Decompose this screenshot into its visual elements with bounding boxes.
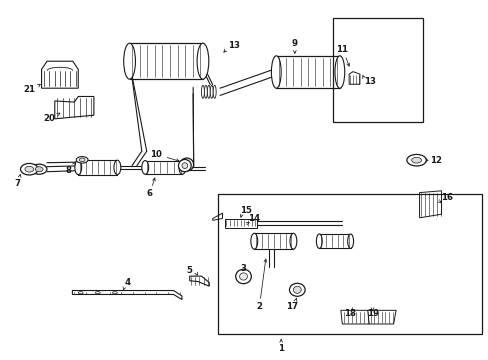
Text: 17: 17 bbox=[286, 302, 298, 311]
Ellipse shape bbox=[334, 56, 344, 88]
Text: 13: 13 bbox=[363, 77, 375, 85]
Text: 19: 19 bbox=[366, 309, 378, 318]
Text: 18: 18 bbox=[343, 309, 355, 318]
Polygon shape bbox=[41, 61, 78, 88]
Ellipse shape bbox=[239, 273, 247, 280]
Ellipse shape bbox=[201, 85, 204, 98]
Ellipse shape bbox=[180, 158, 193, 171]
Text: 11: 11 bbox=[336, 45, 347, 54]
Polygon shape bbox=[212, 213, 222, 220]
Polygon shape bbox=[367, 310, 395, 324]
Polygon shape bbox=[55, 96, 94, 119]
Ellipse shape bbox=[204, 85, 207, 98]
Ellipse shape bbox=[178, 159, 191, 172]
Ellipse shape bbox=[289, 233, 296, 249]
Text: 1: 1 bbox=[278, 344, 284, 353]
Polygon shape bbox=[189, 276, 209, 286]
FancyBboxPatch shape bbox=[319, 234, 350, 248]
Ellipse shape bbox=[289, 283, 305, 296]
Ellipse shape bbox=[112, 292, 117, 294]
FancyBboxPatch shape bbox=[78, 160, 117, 175]
Text: 15: 15 bbox=[239, 206, 251, 215]
Ellipse shape bbox=[79, 158, 85, 162]
Text: 6: 6 bbox=[146, 189, 152, 198]
Text: 12: 12 bbox=[429, 156, 441, 165]
Ellipse shape bbox=[316, 234, 322, 248]
Ellipse shape bbox=[182, 163, 187, 168]
Ellipse shape bbox=[183, 161, 190, 168]
Ellipse shape bbox=[78, 292, 83, 294]
Text: 14: 14 bbox=[248, 214, 260, 223]
Text: 7: 7 bbox=[15, 179, 20, 188]
Ellipse shape bbox=[411, 157, 421, 163]
Ellipse shape bbox=[25, 166, 34, 172]
Ellipse shape bbox=[123, 43, 135, 79]
Text: 3: 3 bbox=[240, 264, 246, 273]
Text: 16: 16 bbox=[440, 194, 452, 202]
Text: 5: 5 bbox=[186, 266, 192, 275]
FancyBboxPatch shape bbox=[254, 233, 293, 249]
Ellipse shape bbox=[347, 234, 353, 248]
Ellipse shape bbox=[406, 154, 426, 166]
Text: 2: 2 bbox=[256, 302, 262, 311]
Polygon shape bbox=[72, 291, 182, 300]
Ellipse shape bbox=[179, 161, 185, 174]
Ellipse shape bbox=[114, 160, 121, 175]
Ellipse shape bbox=[250, 233, 257, 249]
Text: 20: 20 bbox=[43, 113, 55, 122]
Text: 4: 4 bbox=[125, 278, 131, 287]
Text: 10: 10 bbox=[149, 150, 161, 159]
Ellipse shape bbox=[210, 85, 213, 98]
Ellipse shape bbox=[95, 292, 100, 294]
Polygon shape bbox=[340, 310, 371, 324]
FancyBboxPatch shape bbox=[224, 219, 256, 228]
Text: 9: 9 bbox=[291, 40, 297, 49]
Ellipse shape bbox=[207, 85, 210, 98]
Ellipse shape bbox=[20, 163, 38, 175]
Text: 8: 8 bbox=[65, 166, 71, 175]
Ellipse shape bbox=[31, 164, 47, 174]
Ellipse shape bbox=[235, 269, 251, 284]
Ellipse shape bbox=[293, 286, 301, 293]
FancyBboxPatch shape bbox=[276, 56, 339, 88]
Ellipse shape bbox=[142, 161, 148, 174]
Text: 21: 21 bbox=[23, 85, 35, 94]
Ellipse shape bbox=[271, 56, 281, 88]
FancyBboxPatch shape bbox=[129, 43, 203, 79]
FancyBboxPatch shape bbox=[145, 161, 182, 174]
Text: 13: 13 bbox=[227, 40, 239, 49]
Ellipse shape bbox=[197, 43, 208, 79]
Polygon shape bbox=[419, 191, 441, 218]
Ellipse shape bbox=[213, 85, 216, 98]
Ellipse shape bbox=[35, 167, 43, 172]
Ellipse shape bbox=[76, 157, 88, 163]
Ellipse shape bbox=[75, 160, 81, 175]
Polygon shape bbox=[348, 72, 359, 84]
